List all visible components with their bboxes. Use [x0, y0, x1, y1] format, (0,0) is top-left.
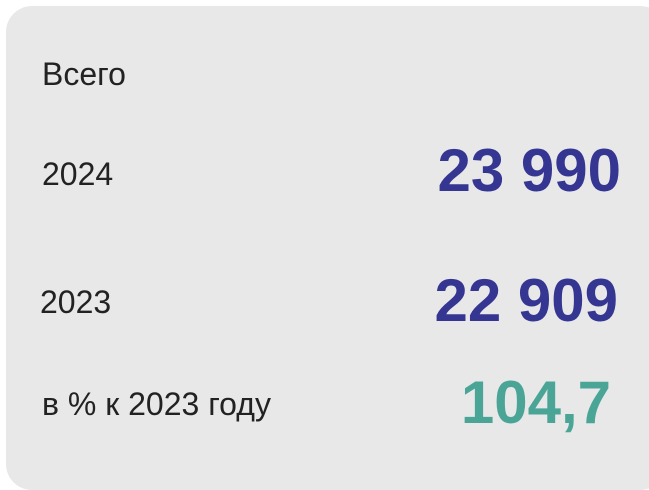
card: Всего 2024 23 990 2023 22 909 в % к 2023… [6, 6, 649, 490]
row-label: в % к 2023 году [42, 386, 271, 422]
card-title: Всего [42, 56, 126, 92]
row-label: 2023 [40, 284, 112, 320]
row-label: 2024 [42, 156, 114, 192]
row-value: 22 909 [434, 267, 618, 334]
row-value: 23 990 [437, 137, 621, 204]
row-value: 104,7 [460, 369, 611, 436]
